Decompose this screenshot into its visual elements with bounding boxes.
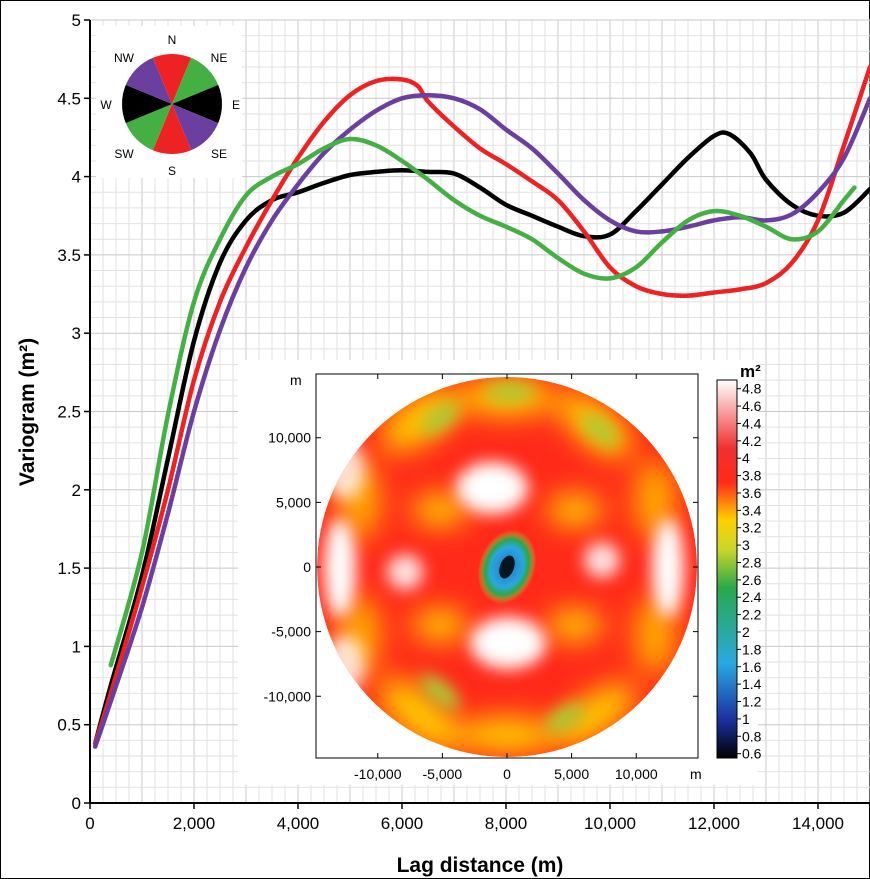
series-line-n-s	[92, 64, 870, 746]
rose-wedge-n	[152, 54, 192, 104]
rose-label-sw: SW	[114, 147, 134, 161]
colorbar	[716, 379, 738, 759]
x-tick-label: 12,000	[688, 814, 740, 833]
colorbar-tick-label: 2.6	[742, 572, 762, 588]
inset-x-tick-label: 0	[503, 766, 511, 782]
inset-x-tick-label: 5,000	[554, 766, 589, 782]
colorbar-tick-label: 3.6	[742, 485, 762, 501]
rose-wedge-ne	[172, 57, 219, 104]
colorbar-tick-label: 3.4	[742, 502, 762, 518]
inset-y-tick-label: 10,000	[268, 430, 311, 446]
y-tick-label: 1	[72, 637, 81, 656]
inset-y-tick-label: 5,000	[276, 494, 311, 510]
series-line-sw-ne	[108, 136, 857, 668]
colorbar-tick-label: 2.8	[742, 554, 762, 570]
rose-label-se: SE	[211, 147, 227, 161]
colorbar-title: m²	[740, 362, 761, 381]
axis-ticks: 0 2,000 4,000 6,000 8,000 10,000 12,000 14,000 0…	[57, 11, 844, 833]
inset-y-tick-label: 0	[303, 559, 311, 575]
colorbar-tick-label: 3.8	[742, 468, 762, 484]
colorbar-tick-label: 0.6	[742, 746, 762, 762]
x-tick-label: 6,000	[381, 814, 424, 833]
rose-label-s: S	[168, 164, 176, 178]
colorbar-tick-label: 4.8	[742, 381, 762, 397]
colorbar-tick-label: 3.2	[742, 520, 762, 536]
colorbar-tick-label: 2	[742, 624, 750, 640]
inset-y-tick-label: -5,000	[271, 624, 311, 640]
rose-wedge-w	[122, 84, 172, 124]
colorbar-tick-label: 1.2	[742, 694, 762, 710]
inset-y-unit: m	[290, 372, 302, 388]
y-tick-label: 3	[72, 324, 81, 343]
inset-x-tick-label: -5,000	[423, 766, 463, 782]
colorbar-tick-label: 4.2	[742, 433, 762, 449]
x-tick-label: 10,000	[584, 814, 636, 833]
x-tick-label: 0	[85, 814, 94, 833]
colorbar-tick-label: 3	[742, 537, 750, 553]
colorbar-tick-label: 4.6	[742, 398, 762, 414]
y-tick-label: 5	[72, 11, 81, 30]
x-tick-label: 2,000	[173, 814, 216, 833]
colorbar-tick-label: 4	[742, 450, 750, 466]
x-tick-label: 4,000	[277, 814, 320, 833]
rose-label-w: W	[100, 98, 112, 112]
colorbar-tick-label: 2.4	[742, 589, 762, 605]
inset-y-tick-label: -10,000	[264, 688, 312, 704]
rose-wedge-sw	[125, 104, 172, 151]
rose-label-nw: NW	[114, 51, 135, 65]
rose-wedge-nw	[125, 57, 172, 104]
direction-rose: N NE E SE S SW W NW	[96, 26, 242, 178]
inset-axis-ticks: -10,000 -5,000 0 5,000 10,000 10,000 5,000 0 -5,…	[264, 374, 698, 782]
colorbar-tick-label: 1.4	[742, 676, 762, 692]
colorbar-ticks: 4.84.64.44.243.83.63.43.232.82.62.42.221…	[737, 381, 762, 762]
inset-x-unit: m	[690, 766, 702, 782]
y-tick-label: 2.5	[57, 403, 81, 422]
rose-wedge-se	[172, 104, 219, 151]
variogram-map-disc	[317, 377, 697, 757]
y-tick-label: 4	[72, 168, 81, 187]
y-tick-label: 3.5	[57, 246, 81, 265]
colorbar-tick-label: 4.4	[742, 415, 762, 431]
variogram-map-inset: -10,000 -5,000 0 5,000 10,000 10,000 5,000 0 -5,…	[238, 360, 762, 785]
rose-wedge-e	[172, 84, 222, 124]
y-axis-title: Variogram (m²)	[16, 338, 39, 486]
y-tick-label: 4.5	[57, 89, 81, 108]
x-tick-label: 14,000	[792, 814, 844, 833]
rose-label-n: N	[168, 33, 177, 47]
colorbar-tick-label: 2.2	[742, 607, 762, 623]
rose-label-e: E	[232, 98, 240, 112]
y-tick-label: 0.5	[57, 716, 81, 735]
y-tick-label: 0	[72, 794, 81, 813]
variogram-series	[92, 64, 870, 749]
colorbar-tick-label: 1	[742, 711, 750, 727]
colorbar-tick-label: 0.8	[742, 728, 762, 744]
colorbar-tick-label: 1.8	[742, 641, 762, 657]
series-line-w-e	[92, 130, 870, 746]
rose-label-ne: NE	[211, 51, 228, 65]
y-tick-label: 1.5	[57, 559, 81, 578]
inset-x-tick-label: -10,000	[354, 766, 402, 782]
y-tick-label: 2	[72, 481, 81, 500]
x-tick-label: 8,000	[485, 814, 528, 833]
rose-wedge-s	[152, 104, 192, 154]
colorbar-tick-label: 1.6	[742, 659, 762, 675]
inset-x-tick-label: 10,000	[615, 766, 658, 782]
x-axis-title: Lag distance (m)	[397, 854, 564, 877]
